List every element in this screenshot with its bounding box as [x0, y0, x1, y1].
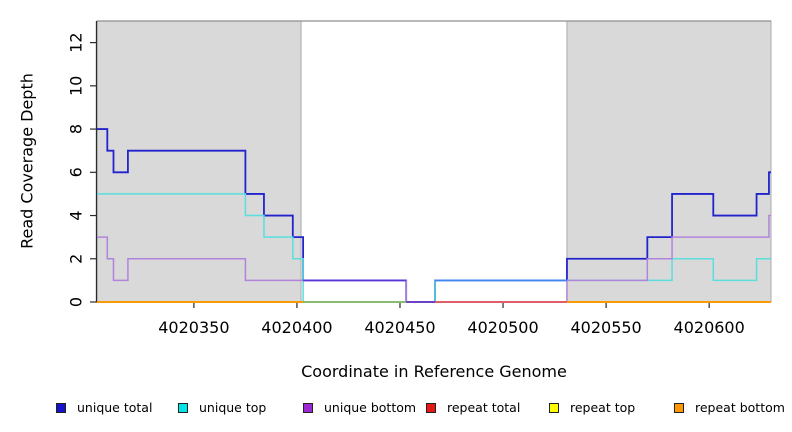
legend-item-unique-bottom: unique bottom	[303, 401, 416, 415]
legend-swatch-repeat-bottom	[674, 403, 684, 413]
legend-label-unique-total: unique total	[77, 400, 153, 415]
legend-item-unique-top: unique top	[178, 401, 266, 415]
legend-label-repeat-total: repeat total	[447, 400, 521, 415]
y-tick-label: 8	[67, 124, 86, 134]
legend-label-repeat-bottom: repeat bottom	[695, 400, 785, 415]
y-tick-label: 4	[67, 210, 86, 220]
x-tick-label: 4020450	[364, 318, 435, 337]
y-tick-label: 2	[67, 254, 86, 264]
y-axis-title: Read Coverage Depth	[17, 73, 37, 249]
legend-swatch-unique-bottom	[303, 403, 313, 413]
x-tick-label: 4020350	[158, 318, 229, 337]
y-tick-label: 12	[67, 32, 86, 52]
repeat-region-left	[96, 20, 302, 303]
legend-swatch-repeat-total	[426, 403, 436, 413]
x-tick-label: 4020400	[261, 318, 332, 337]
x-axis-ticks: 4020350 4020400 4020450 4020500 4020550 40206…	[158, 302, 745, 337]
y-axis-ticks: 0 2 4 6 8 10 12	[67, 32, 97, 307]
legend-item-repeat-total: repeat total	[426, 401, 520, 415]
legend-label-unique-top: unique top	[199, 400, 267, 415]
x-tick-label: 4020500	[467, 318, 538, 337]
legend-item-repeat-top: repeat top	[549, 401, 635, 415]
series-unique-bottom	[97, 214, 771, 303]
y-tick-label: 6	[67, 167, 86, 177]
y-tick-label: 10	[67, 76, 86, 96]
x-tick-label: 4020600	[674, 318, 745, 337]
y-tick-label: 0	[67, 297, 86, 307]
legend-item-repeat-bottom: repeat bottom	[674, 401, 785, 415]
legend-item-unique-total: unique total	[56, 401, 152, 415]
repeat-region-right	[566, 20, 772, 303]
legend-swatch-unique-top	[178, 403, 188, 413]
legend-swatch-unique-total	[56, 403, 66, 413]
legend-swatch-repeat-top	[549, 403, 559, 413]
x-axis-title: Coordinate in Reference Genome	[301, 362, 567, 381]
x-tick-label: 4020550	[570, 318, 641, 337]
legend-label-repeat-top: repeat top	[570, 400, 636, 415]
legend-label-unique-bottom: unique bottom	[324, 400, 417, 415]
